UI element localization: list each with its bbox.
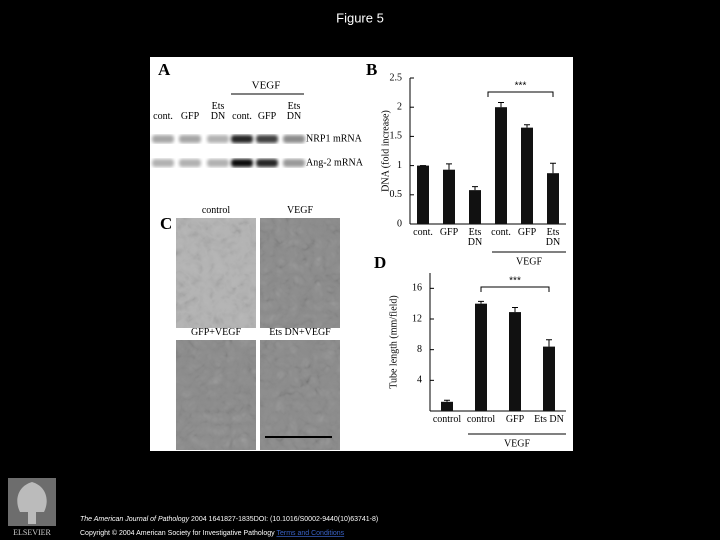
significance-label: *** xyxy=(515,81,527,92)
blot-band xyxy=(231,159,253,167)
x-tick-label: Ets DN xyxy=(534,414,564,425)
group-label: VEGF xyxy=(516,256,543,267)
y-tick-label: 16 xyxy=(412,283,422,294)
panel-label: A xyxy=(158,60,171,79)
panel-label: B xyxy=(366,60,377,79)
blot-band xyxy=(256,135,278,143)
x-tick-label: GFP xyxy=(517,227,537,238)
x-tick-label: control xyxy=(432,414,462,425)
bar xyxy=(441,401,453,411)
copyright: Copyright © 2004 American Society for In… xyxy=(80,529,275,537)
panel-label: D xyxy=(374,253,386,272)
x-tick-label: Ets DN xyxy=(545,227,561,248)
terms-link[interactable]: Terms and Conditions xyxy=(276,530,344,537)
blot-band xyxy=(283,135,305,143)
bar xyxy=(417,165,429,224)
y-tick-label: 4 xyxy=(417,375,422,386)
bar xyxy=(521,127,533,224)
blot-band xyxy=(283,159,305,167)
significance-bracket xyxy=(487,91,554,97)
micrograph-texture xyxy=(260,340,340,450)
x-tick-label: GFP xyxy=(505,414,525,425)
blot-band xyxy=(152,135,174,143)
image-label: GFP+VEGF xyxy=(190,327,242,338)
y-tick-label: 0 xyxy=(397,218,402,229)
y-tick-label: 8 xyxy=(417,344,422,355)
x-tick-label: cont. xyxy=(413,227,433,238)
y-tick-label: 1 xyxy=(397,160,402,171)
error-bar xyxy=(444,399,450,402)
y-axis-title: Tube length (mm/field) xyxy=(388,295,399,389)
lane-label: GFP xyxy=(257,111,277,122)
panel-label: C xyxy=(160,214,172,233)
error-bar xyxy=(498,102,504,108)
publisher-name: ELSEVIER xyxy=(13,528,51,537)
row-label: NRP1 mRNA xyxy=(306,133,363,144)
micrograph-texture xyxy=(260,218,340,328)
significance-bracket xyxy=(480,286,550,292)
error-bar xyxy=(550,162,556,174)
bar xyxy=(547,173,559,224)
error-bar xyxy=(472,186,478,191)
citation: The American Journal of Pathology 2004 1… xyxy=(80,516,378,523)
y-axis-title: DNA (fold increase) xyxy=(380,110,391,192)
group-label: VEGF xyxy=(504,438,531,449)
bar xyxy=(495,107,507,224)
blot-band xyxy=(231,135,253,143)
bar xyxy=(469,190,481,224)
copyright-line: Copyright © 2004 American Society for In… xyxy=(80,529,345,537)
lane-label: Ets DN xyxy=(286,101,302,122)
significance-label: *** xyxy=(509,276,521,287)
x-tick-label: control xyxy=(466,414,496,425)
y-tick-label: 12 xyxy=(412,313,422,324)
error-bar xyxy=(546,339,552,347)
blot-band xyxy=(152,159,174,167)
group-label: VEGF xyxy=(252,80,281,92)
logo-tree xyxy=(17,482,47,524)
image-label: control xyxy=(201,205,231,216)
bar xyxy=(509,312,521,411)
y-tick-label: 2 xyxy=(397,101,402,112)
slide-title: Figure 5 xyxy=(336,10,384,25)
lane-label: Ets DN xyxy=(210,101,226,122)
bar xyxy=(543,346,555,411)
y-tick-label: 2.5 xyxy=(390,72,403,83)
journal: The American Journal of Pathology xyxy=(80,516,190,523)
row-label: Ang-2 mRNA xyxy=(306,157,364,168)
error-bar xyxy=(524,124,530,128)
bar xyxy=(475,303,487,411)
citation-text: 2004 1641827-1835DOI: (10.1016/S0002-944… xyxy=(191,516,378,523)
image-label: Ets DN+VEGF xyxy=(269,327,331,338)
micrograph-texture xyxy=(176,340,256,450)
x-tick-label: GFP xyxy=(439,227,459,238)
blot-band xyxy=(207,159,229,167)
micrograph-texture xyxy=(176,218,256,328)
error-bar xyxy=(512,307,518,313)
blot-band xyxy=(256,159,278,167)
blot-band xyxy=(207,135,229,143)
error-bar xyxy=(478,300,484,304)
image-label: VEGF xyxy=(286,205,314,216)
bar xyxy=(443,169,455,224)
x-tick-label: Ets DN xyxy=(467,227,483,248)
lane-label: cont. xyxy=(232,111,252,122)
error-bar xyxy=(446,163,452,170)
lane-label: GFP xyxy=(180,111,200,122)
y-tick-label: 0.5 xyxy=(390,189,403,200)
blot-band xyxy=(179,159,201,167)
y-tick-label: 1.5 xyxy=(390,131,403,142)
blot-band xyxy=(179,135,201,143)
lane-label: cont. xyxy=(153,111,173,122)
x-tick-label: cont. xyxy=(491,227,511,238)
